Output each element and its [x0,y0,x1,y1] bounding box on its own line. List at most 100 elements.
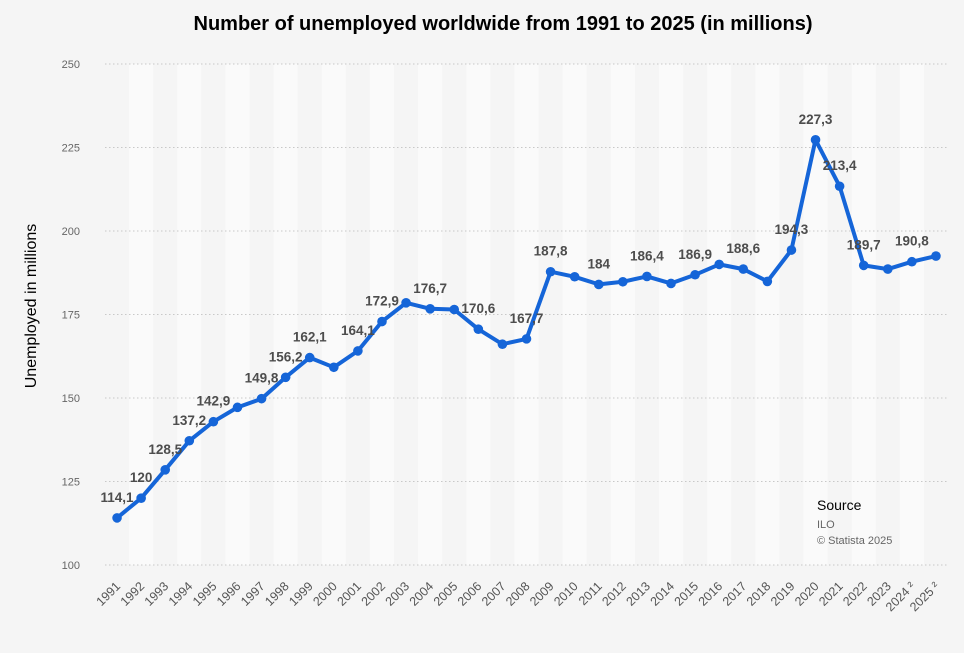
data-point [112,513,122,523]
data-point [353,346,363,356]
data-label: 186,4 [630,248,664,263]
data-point [425,304,435,314]
data-point [882,264,893,274]
x-tick-label: 1995 [190,579,220,609]
x-tick-label: 2007 [479,579,509,609]
column-band [658,64,684,565]
x-tick-label: 2012 [599,579,629,609]
data-point [762,276,773,287]
data-label: 162,1 [293,330,327,345]
data-point [642,271,652,282]
x-tick-label: 1992 [118,579,148,609]
data-point [618,276,628,287]
data-label: 186,9 [678,247,712,262]
data-point [931,251,941,261]
data-label: 176,7 [413,281,447,296]
y-tick-label: 225 [62,143,80,155]
x-tick-label: 2008 [503,579,533,609]
data-point [545,266,556,277]
source-line-copyright: © Statista 2025 [817,535,893,547]
data-label: 172,9 [365,294,399,309]
data-label: 188,6 [726,241,760,256]
x-tick-label: 2020 [792,579,822,609]
x-tick-label: 2005 [431,579,461,609]
data-point [304,352,315,363]
data-point [834,181,845,192]
y-tick-label: 125 [62,477,80,489]
x-tick-label: 2022 [840,579,870,609]
data-point [208,416,219,427]
data-point [280,372,291,383]
data-point [593,279,604,290]
column-band [707,64,732,565]
data-label: 184 [587,256,610,271]
x-tick-label: 2010 [551,579,581,609]
x-tick-label: 2021 [816,579,846,609]
data-point [738,264,749,274]
source-heading: Source [817,497,862,513]
x-tick-label: 2011 [576,579,605,608]
x-tick-label: 2004 [407,579,437,609]
data-point [401,298,411,308]
x-tick-label: 2006 [455,579,485,609]
column-band [851,64,876,565]
data-label: 120 [130,470,153,485]
x-tick-label: 2002 [359,579,389,609]
column-band [755,64,780,565]
x-tick-label: 1998 [262,579,292,609]
x-tick-label: 1999 [286,579,316,609]
y-tick-label: 200 [62,226,80,238]
data-point [786,245,797,255]
y-tick-label: 100 [62,560,80,572]
data-point [521,334,532,344]
data-point [136,493,146,504]
data-point [666,278,676,289]
data-label: 137,2 [172,413,206,428]
data-label: 187,8 [534,244,568,259]
data-label: 167,7 [510,311,544,326]
x-tick-label: 1997 [238,579,268,609]
data-label: 142,9 [196,394,230,409]
x-tick-label: 2017 [720,579,750,609]
y-tick-label: 250 [62,59,80,71]
data-label: 114,1 [101,490,135,505]
data-label: 128,5 [148,442,182,457]
data-point [329,362,339,373]
column-band [899,64,924,565]
data-label: 170,6 [461,301,495,316]
data-point [714,259,724,270]
data-point [377,316,387,327]
x-tick-label: 2018 [744,579,774,609]
column-band [610,64,635,565]
y-tick-label: 150 [62,393,80,405]
source-line-publisher: ILO [817,519,835,531]
data-point [256,393,267,404]
data-point [473,324,484,334]
data-point [810,135,821,145]
data-label: 156,2 [269,349,303,364]
x-tick-label: 2019 [768,579,798,609]
data-point [184,435,195,446]
data-label: 164,1 [341,323,375,338]
x-tick-label: 2009 [527,579,557,609]
data-label: 149,8 [245,371,279,386]
x-tick-label: 2000 [310,579,340,609]
data-label: 189,7 [847,237,881,252]
x-tick-label: 1994 [166,579,196,609]
x-tick-label: 1991 [94,579,124,609]
data-point [160,465,171,475]
source-box: Source ILO © Statista 2025 [817,497,892,549]
data-point [690,269,700,280]
x-tick-label: 1996 [214,579,244,609]
data-label: 190,8 [895,234,929,249]
data-point [232,402,243,413]
data-point [569,271,580,282]
x-tick-label: 2001 [334,579,364,609]
data-point [858,260,869,271]
x-tick-label: 2003 [383,579,413,609]
chart-title: Number of unemployed worldwide from 1991… [193,13,813,35]
data-label: 213,4 [823,158,857,173]
x-tick-label: 2015 [672,579,702,609]
